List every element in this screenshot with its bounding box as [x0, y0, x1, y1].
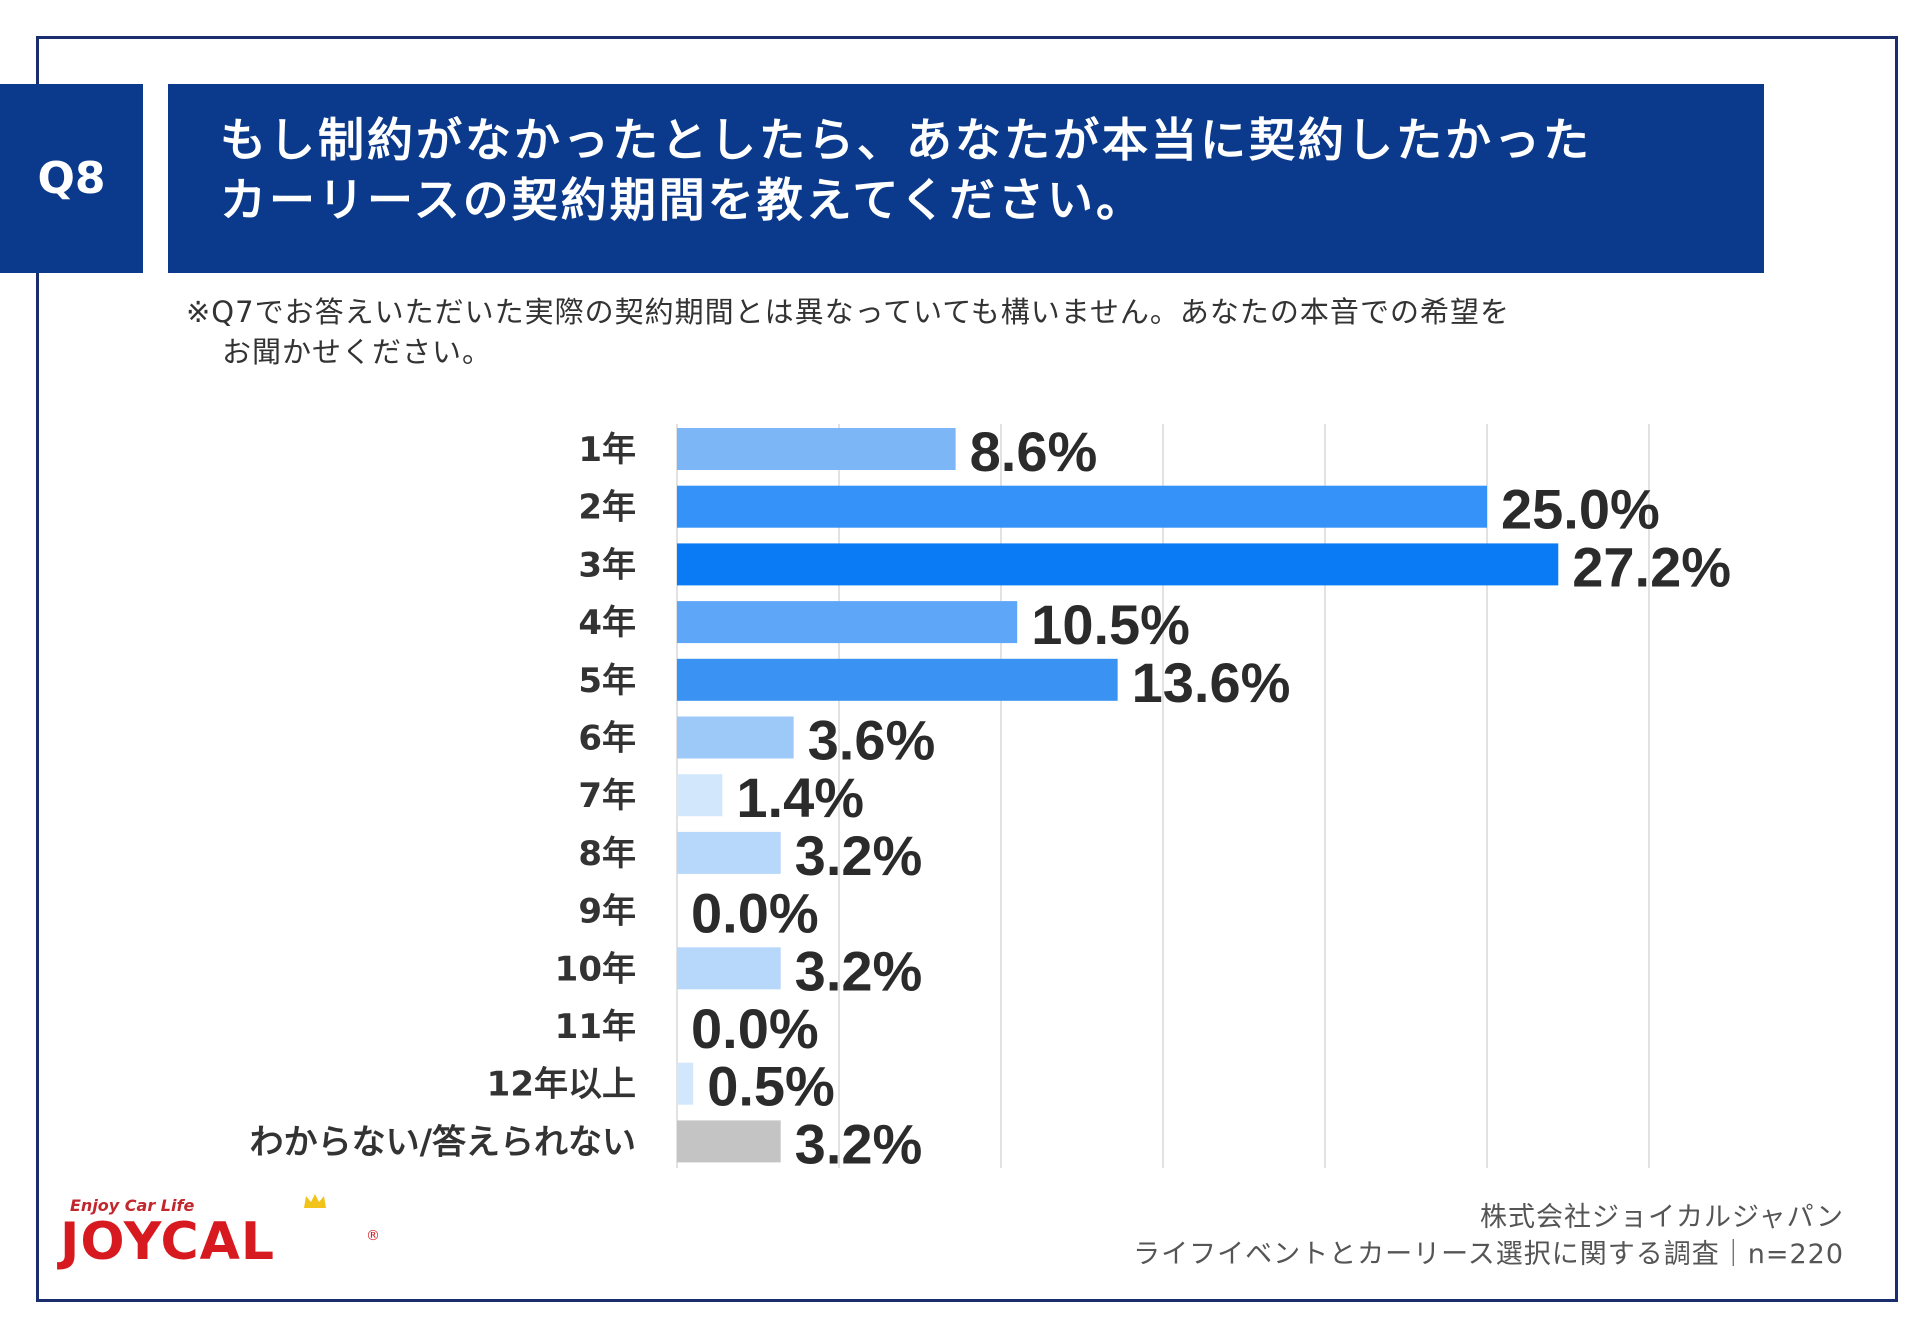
bar: [677, 601, 1018, 644]
question-note-line-1: ※Q7でお答えいただいた実際の契約期間とは異なっていても構いません。あなたの本音…: [186, 295, 1510, 329]
question-number-badge: Q8: [0, 84, 143, 273]
category-label: 2年: [578, 488, 636, 528]
category-label: 1年: [578, 430, 636, 470]
footer-company: 株式会社ジョイカルジャパン: [1480, 1202, 1844, 1233]
value-label: 3.2%: [795, 824, 923, 887]
crown-icon: [304, 1194, 326, 1208]
question-note: ※Q7でお答えいただいた実際の契約期間とは異なっていても構いません。あなたの本音…: [186, 292, 1510, 372]
value-label: 27.2%: [1572, 535, 1731, 598]
bar: [677, 658, 1118, 701]
value-label: 13.6%: [1132, 651, 1291, 714]
value-label: 25.0%: [1501, 478, 1660, 541]
value-label: 3.2%: [795, 1112, 923, 1175]
category-label: 4年: [578, 603, 636, 643]
bar: [677, 1062, 694, 1105]
value-label: 8.6%: [970, 420, 1098, 483]
bar: [677, 1120, 781, 1163]
category-label: 9年: [578, 892, 636, 932]
value-label: 0.0%: [691, 997, 819, 1060]
bar: [677, 831, 781, 874]
joycal-logo: Enjoy Car Life JOYCAL ®: [58, 1192, 380, 1284]
footer-survey: ライフイベントとカーリース選択に関する調査｜n=220: [1133, 1239, 1844, 1270]
category-label: 8年: [578, 834, 636, 874]
category-label: 6年: [578, 719, 636, 759]
category-label: 7年: [578, 776, 636, 816]
category-label: 3年: [578, 545, 636, 585]
bar: [677, 485, 1487, 528]
category-label: 12年以上: [487, 1065, 636, 1105]
bar: [677, 428, 956, 470]
category-label: 5年: [578, 661, 636, 701]
registered-mark: ®: [366, 1228, 380, 1244]
value-label: 10.5%: [1031, 593, 1190, 656]
logo-wordmark: JOYCAL: [60, 1212, 276, 1272]
slide-frame: [36, 36, 1898, 1302]
logo-tagline: Enjoy Car Life: [70, 1196, 195, 1215]
bar: [677, 947, 781, 990]
bar: [677, 716, 794, 759]
question-title-line-1: もし制約がなかったとしたら、あなたが本当に契約したかった: [220, 113, 1592, 167]
question-title-box: もし制約がなかったとしたら、あなたが本当に契約したかった カーリースの契約期間を…: [168, 84, 1764, 273]
question-title-line-2: カーリースの契約期間を教えてください。: [220, 173, 1146, 227]
value-label: 3.2%: [795, 939, 923, 1002]
question-number: Q8: [37, 153, 106, 204]
value-label: 3.6%: [808, 709, 936, 772]
category-label: 11年: [555, 1007, 636, 1047]
bar: [677, 543, 1559, 586]
value-label: 0.0%: [691, 882, 819, 945]
value-label: 1.4%: [736, 766, 864, 829]
category-label: 10年: [555, 949, 636, 989]
value-label: 0.5%: [707, 1055, 835, 1118]
bar: [677, 774, 723, 817]
question-note-line-2: お聞かせください。: [222, 335, 493, 369]
category-label: わからない/答えられない: [250, 1122, 636, 1162]
